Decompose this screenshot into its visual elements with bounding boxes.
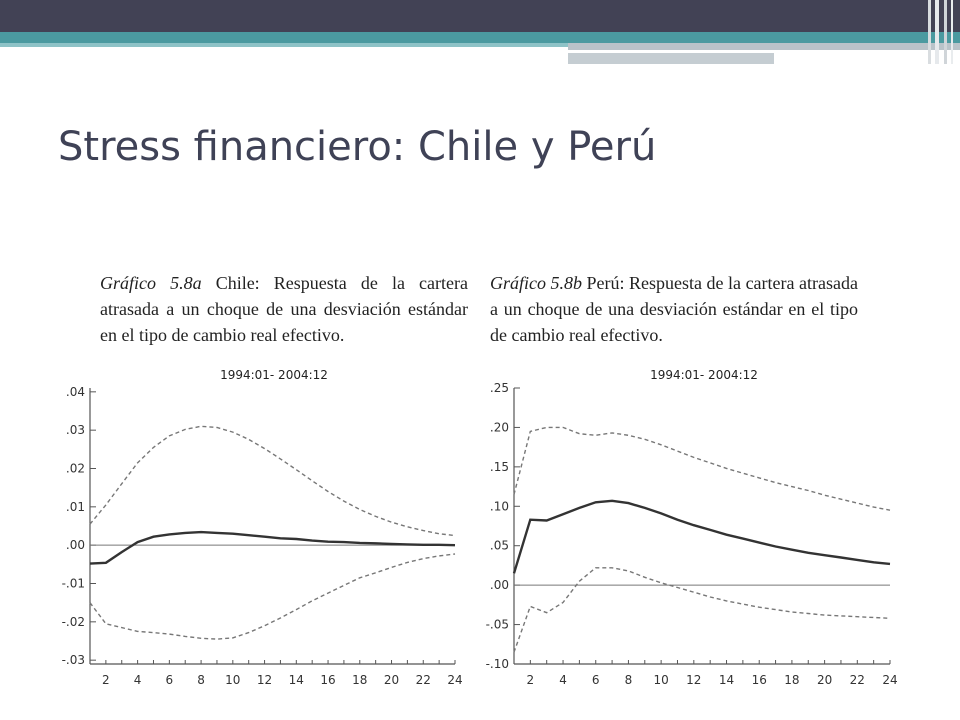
- y-tick-label: .04: [66, 385, 85, 399]
- y-tick-label: .00: [66, 538, 85, 552]
- x-tick-label: 4: [559, 673, 567, 687]
- series-line-upper-band: [89, 425, 456, 537]
- x-tick-label: 18: [784, 673, 799, 687]
- y-tick-label: .25: [490, 381, 509, 395]
- header-band: [0, 0, 960, 64]
- x-tick-label: 8: [625, 673, 633, 687]
- x-tick-label: 10: [653, 673, 668, 687]
- x-tick-label: 2: [527, 673, 535, 687]
- caption-text: Chile: Respuesta de la cartera atrasada …: [100, 273, 468, 345]
- x-tick-label: 2: [102, 673, 110, 687]
- y-tick-label: .02: [66, 462, 85, 476]
- y-tick-label: .10: [490, 499, 509, 513]
- x-tick-label: 16: [320, 673, 335, 687]
- series-line-response: [89, 530, 456, 565]
- caption-text: Perú: Respuesta de la cartera atrasada a…: [490, 273, 858, 345]
- series-line-lower-band: [513, 567, 891, 653]
- header-dark-bar: [0, 0, 960, 32]
- x-tick-label: 14: [719, 673, 734, 687]
- header-gray-bar: [568, 43, 960, 50]
- x-tick-label: 6: [592, 673, 600, 687]
- chart-caption-peru: Gráfico 5.8b Perú: Respuesta de la carte…: [490, 270, 858, 348]
- x-tick-label: 12: [257, 673, 272, 687]
- header-teal-bar: [0, 32, 960, 43]
- x-tick-label: 20: [384, 673, 399, 687]
- x-tick-label: 10: [225, 673, 240, 687]
- y-tick-label: .01: [66, 500, 85, 514]
- header-edge-stripe-3: [944, 0, 947, 64]
- series-line-response: [512, 499, 891, 574]
- x-tick-label: 20: [817, 673, 832, 687]
- y-tick-label: .03: [66, 423, 85, 437]
- caption-label: Gráfico 5.8b: [490, 273, 583, 293]
- chart-caption-chile: Gráfico 5.8a Chile: Respuesta de la cart…: [100, 270, 468, 348]
- y-tick-label: -.05: [486, 618, 509, 632]
- x-tick-label: 16: [752, 673, 767, 687]
- chart-chile: 1994:01- 2004:12 .04 .03 .02 .01 .00 -.01 -.02 -…: [62, 368, 463, 687]
- chart-title: 1994:01- 2004:12: [220, 368, 328, 382]
- series-line-upper-band: [513, 426, 891, 511]
- y-tick-label: .05: [490, 539, 509, 553]
- x-tick-label: 24: [447, 673, 462, 687]
- y-tick-label: .00: [490, 578, 509, 592]
- chart-peru: 1994:01- 2004:12 .25 .20 .15 .10 .05 .00 -.05 -.…: [486, 368, 898, 687]
- y-tick-label: .15: [490, 460, 509, 474]
- x-tick-label: 22: [850, 673, 865, 687]
- chart-title: 1994:01- 2004:12: [650, 368, 758, 382]
- header-edge-stripe-4: [951, 0, 953, 64]
- header-gray-bar-2: [568, 53, 774, 64]
- caption-label: Gráfico 5.8a: [100, 273, 202, 293]
- x-tick-label: 18: [352, 673, 367, 687]
- series-line-lower-band: [89, 553, 456, 640]
- y-tick-label: .20: [490, 420, 509, 434]
- slide-title: Stress financiero: Chile y Perú: [58, 124, 657, 170]
- header-edge-stripe-1: [928, 0, 931, 64]
- y-tick-label: -.02: [62, 615, 85, 629]
- header-white-stripe: [568, 50, 888, 53]
- x-tick-label: 8: [197, 673, 205, 687]
- x-tick-label: 14: [289, 673, 304, 687]
- y-tick-label: -.01: [62, 577, 85, 591]
- x-tick-label: 24: [882, 673, 897, 687]
- x-tick-label: 12: [686, 673, 701, 687]
- header-teal-light-bar: [0, 43, 568, 47]
- x-tick-label: 4: [134, 673, 142, 687]
- x-tick-label: 6: [166, 673, 174, 687]
- header-edge-stripe-2: [935, 0, 939, 64]
- y-tick-label: -.03: [62, 653, 85, 667]
- y-tick-label: -.10: [486, 657, 509, 671]
- x-tick-label: 22: [416, 673, 431, 687]
